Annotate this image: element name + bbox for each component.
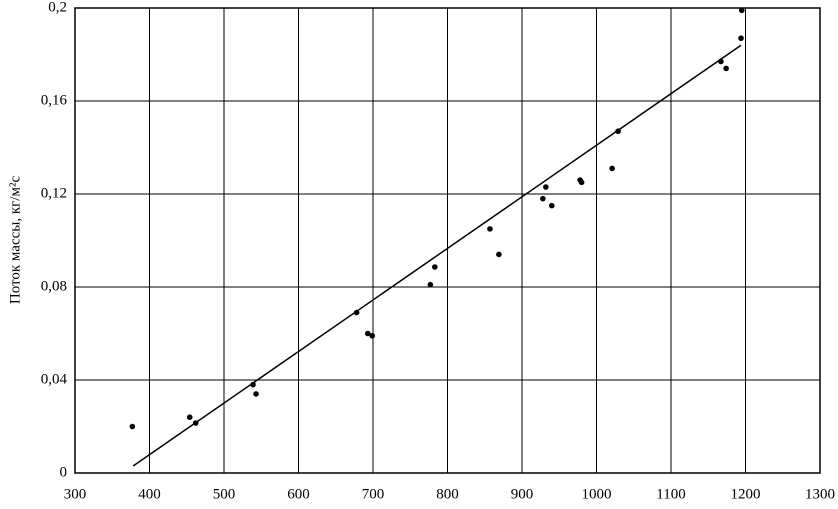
- data-point: [432, 264, 438, 270]
- y-tick-label: 0,16: [41, 92, 68, 108]
- data-point: [540, 195, 546, 202]
- y-tick-label: 0,04: [41, 371, 68, 387]
- data-point: [723, 65, 729, 72]
- data-point: [487, 226, 493, 232]
- x-tick-label: 1300: [805, 486, 835, 502]
- x-tick-label: 600: [287, 486, 310, 502]
- x-tick-label: 1100: [656, 486, 685, 502]
- data-point: [369, 333, 376, 339]
- data-point: [253, 391, 259, 397]
- y-tick-label: 0: [60, 464, 68, 480]
- data-point: [496, 251, 502, 258]
- data-point: [738, 35, 744, 42]
- y-tick-label: 0,12: [41, 185, 67, 201]
- y-axis-label: Поток массы, кг/м²с: [7, 176, 23, 305]
- data-point: [578, 179, 585, 186]
- x-tick-label: 800: [436, 486, 459, 502]
- data-point: [738, 7, 745, 14]
- data-point: [549, 202, 555, 209]
- data-point: [609, 165, 615, 172]
- data-point: [427, 281, 434, 288]
- x-tick-label: 700: [362, 486, 385, 502]
- x-tick-label: 1200: [731, 486, 761, 502]
- data-point: [543, 184, 549, 190]
- x-tick-label: 900: [511, 486, 534, 502]
- y-tick-label: 0,08: [41, 278, 67, 294]
- data-point: [186, 414, 193, 421]
- data-point: [129, 423, 136, 430]
- x-tick-label: 300: [64, 486, 87, 502]
- y-tick-label: 0,2: [48, 0, 67, 15]
- x-tick-label: 400: [138, 486, 161, 502]
- x-tick-label: 1000: [582, 486, 612, 502]
- trend-line: [132, 44, 742, 467]
- plot-frame: [74, 7, 821, 474]
- data-point: [364, 330, 371, 337]
- x-tick-label: 500: [213, 486, 236, 502]
